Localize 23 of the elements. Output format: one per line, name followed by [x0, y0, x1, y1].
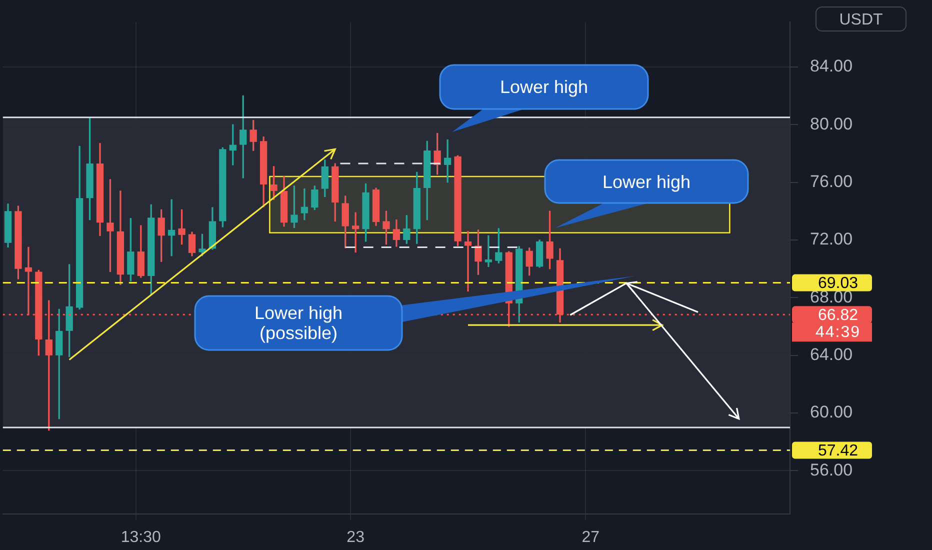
y-tick-label: 84.00: [810, 56, 853, 76]
annotation: Lower high: [498, 77, 590, 97]
annotation: Lower high: [601, 172, 692, 192]
y-axis-title: USDT: [839, 11, 883, 28]
x-tick-label: 23: [346, 529, 365, 546]
candlestick: [352, 212, 360, 253]
y-tick-label: 72.00: [810, 230, 853, 249]
candlestick: [484, 235, 492, 267]
y-tick-label: 56.00: [810, 460, 853, 480]
annotation: Lower high (possible): [253, 303, 344, 343]
ref-line-label: 66.82: [818, 307, 858, 324]
candlestick: [300, 188, 308, 220]
ref-line-label: 57.42: [818, 442, 858, 460]
candlestick: [168, 199, 176, 256]
candlestick: [464, 230, 472, 292]
x-tick-label: 27: [582, 529, 600, 546]
candlestick: [444, 139, 452, 183]
y-tick-label: 64.00: [810, 345, 853, 364]
text: 44:39: [814, 324, 862, 342]
x-tick-label: 13:30: [120, 529, 162, 546]
y-tick-label: 60.00: [810, 402, 853, 422]
y-tick-label: 80.00: [810, 114, 853, 134]
y-tick-label: 76.00: [810, 172, 853, 191]
